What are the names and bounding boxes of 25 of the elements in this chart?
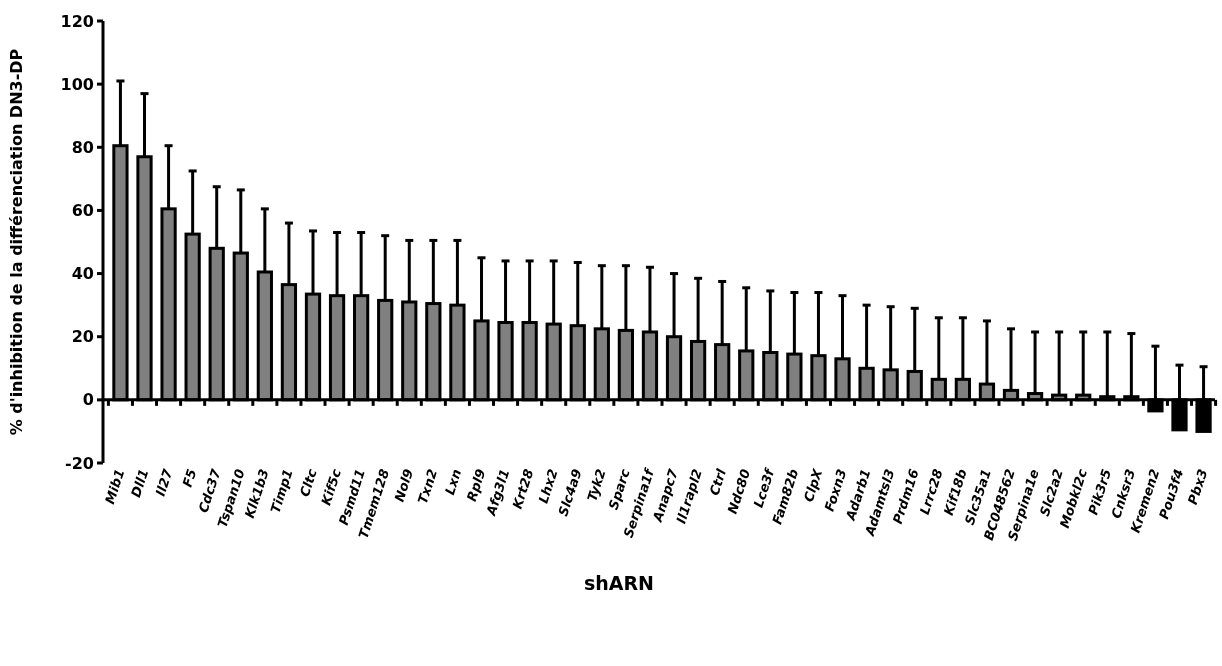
x-tick-label: Tyk2 bbox=[584, 467, 609, 504]
y-tick-label: -20 bbox=[65, 453, 94, 473]
x-tick-label: Nol9 bbox=[391, 467, 417, 504]
x-tick-label: ClpX bbox=[800, 466, 826, 504]
y-tick-label: 100 bbox=[60, 74, 94, 94]
y-tick-label: 120 bbox=[60, 11, 94, 31]
x-tick-label: Txn2 bbox=[414, 467, 441, 506]
x-tick-label: Pbx3 bbox=[1184, 467, 1211, 507]
x-tick-label: Mib1 bbox=[101, 467, 128, 506]
x-tick-label: Cltc bbox=[296, 467, 320, 499]
x-tick-label: Kif5c bbox=[318, 467, 344, 508]
x-tick-label: Lhx2 bbox=[535, 467, 561, 506]
x-tick-label: Lce3f bbox=[750, 465, 778, 510]
y-tick-label: 20 bbox=[71, 327, 94, 347]
x-tick-label: Ctrl bbox=[706, 466, 730, 498]
x-tick-label: Dll1 bbox=[128, 467, 152, 500]
y-tick-label: 60 bbox=[71, 201, 94, 221]
y-tick-label: 80 bbox=[71, 137, 94, 157]
x-tick-label: Lxn bbox=[441, 467, 465, 497]
y-axis-title: % d'inhibition de la différenciation DN3-DP bbox=[7, 48, 26, 436]
x-tick-label: Il27 bbox=[152, 466, 176, 498]
x-tick-label: Timp1 bbox=[267, 467, 296, 515]
x-axis-title: shARN bbox=[583, 572, 655, 594]
y-tick-label: 40 bbox=[71, 264, 94, 284]
y-tick-label: 0 bbox=[82, 390, 94, 410]
